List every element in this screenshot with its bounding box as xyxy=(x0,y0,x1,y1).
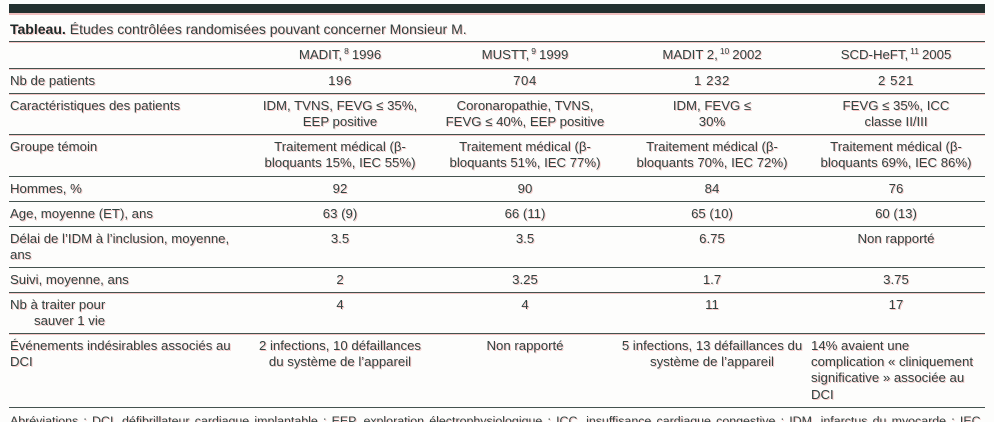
cell: 4 xyxy=(247,292,433,335)
row-label: Nb de patients xyxy=(9,68,247,95)
cell: Traitement médical (β-bloquants 69%, IEC… xyxy=(807,134,985,177)
row-label: Groupe témoin xyxy=(9,134,247,177)
cell-text: Coronaropathie, TVNS, FEVG ≤ 40%, EEP po… xyxy=(445,98,605,130)
cell: Traitement médical (β-bloquants 15%, IEC… xyxy=(247,134,433,177)
table-title-text: Études contrôlées randomisées pouvant co… xyxy=(69,21,467,37)
studies-table: MADIT, 8 1996 MUSTT, 9 1999 MADIT 2, 10 2002 S… xyxy=(9,42,985,408)
table-row-caracteristiques: Caractéristiques des patients IDM, TVNS,… xyxy=(9,93,985,136)
cell: 704 xyxy=(433,68,617,95)
table-row-groupe-temoin: Groupe témoin Traitement médical (β-bloq… xyxy=(9,134,985,177)
cell-text: Traitement médical (β-bloquants 15%, IEC… xyxy=(264,139,416,171)
table-row-nb-patients: Nb de patients 196 704 1 232 2 521 xyxy=(9,68,985,95)
cell: 3.75 xyxy=(807,267,985,294)
cell: 1.7 xyxy=(617,267,807,294)
cell: 2 xyxy=(247,267,433,294)
cell: 3.5 xyxy=(433,226,617,268)
cell: Traitement médical (β-bloquants 51%, IEC… xyxy=(433,134,617,177)
table-row-delai-idm: Délai de l’IDM à l’inclusion, moyenne, a… xyxy=(9,226,985,268)
column-header-mustt: MUSTT, 9 1999 xyxy=(433,42,617,70)
cell-text: IDM, TVNS, FEVG ≤ 35%, EEP positive xyxy=(262,98,418,130)
cell: 196 xyxy=(247,68,433,95)
study-name: SCD-HeFT, xyxy=(840,47,909,62)
cell: FEVG ≤ 35%, ICC classe II/III xyxy=(807,93,985,136)
cell: 84 xyxy=(617,176,807,202)
cell: 11 xyxy=(617,292,807,335)
top-rule xyxy=(9,4,985,13)
cell: IDM, FEVG ≤ 30% xyxy=(617,93,807,136)
cell: 92 xyxy=(247,176,433,202)
cell: 2 infections, 10 défaillances du système… xyxy=(247,333,433,408)
study-name: MUSTT, xyxy=(481,47,530,62)
abbreviations-note: Abréviations : DCI, défibrillateur cardi… xyxy=(9,408,985,422)
cell-text: FEVG ≤ 35%, ICC classe II/III xyxy=(842,98,950,130)
cell: 1 232 xyxy=(617,68,807,95)
table-title: Tableau. Études contrôlées randomisées po… xyxy=(9,13,985,42)
column-header-scdheft: SCD-HeFT, 11 2005 xyxy=(807,42,985,70)
cell: 3.25 xyxy=(433,267,617,294)
cell: 2 521 xyxy=(807,68,985,95)
cell: 63 (9) xyxy=(247,201,433,227)
study-year: 2002 xyxy=(732,47,762,62)
row-label: Délai de l’IDM à l’inclusion, moyenne, a… xyxy=(9,226,247,268)
cell-text: Traitement médical (β-bloquants 51%, IEC… xyxy=(449,139,601,171)
row-label: Age, moyenne (ET), ans xyxy=(9,201,247,227)
cell-text: 14% avaient une complication « cliniquem… xyxy=(811,338,973,402)
study-name: MADIT, xyxy=(298,47,343,62)
cell: 4 xyxy=(433,292,617,335)
reference-number: 8 xyxy=(344,45,349,56)
table-row-suivi: Suivi, moyenne, ans 2 3.25 1.7 3.75 xyxy=(9,267,985,294)
cell: 3.5 xyxy=(247,226,433,268)
study-year: 1996 xyxy=(351,47,382,62)
reference-number: 11 xyxy=(910,45,919,56)
table-title-label: Tableau. xyxy=(10,21,66,37)
cell: 5 infections, 13 défaillances du système… xyxy=(617,333,807,408)
header-spacer xyxy=(9,42,247,70)
study-name: MADIT 2, xyxy=(662,47,718,62)
table-row-nb-a-traiter: Nb à traiter pour sauver 1 vie 4 4 11 17 xyxy=(9,292,985,335)
cell-text: Traitement médical (β-bloquants 70%, IEC… xyxy=(636,139,788,171)
study-year: 1999 xyxy=(539,47,569,62)
reference-number: 9 xyxy=(531,45,536,56)
reference-number: 10 xyxy=(719,45,730,56)
row-label: Suivi, moyenne, ans xyxy=(9,267,247,294)
row-label-line2: sauver 1 vie xyxy=(34,313,106,329)
document-page: Tableau. Études contrôlées randomisées po… xyxy=(0,4,994,422)
cell: 14% avaient une complication « cliniquem… xyxy=(807,333,985,408)
row-label-line1: Nb à traiter pour xyxy=(10,297,106,313)
cell: Non rapporté xyxy=(807,226,985,268)
study-year: 2005 xyxy=(921,47,952,62)
cell: 60 (13) xyxy=(807,201,985,227)
column-header-madit2: MADIT 2, 10 2002 xyxy=(617,42,807,70)
row-label: Hommes, % xyxy=(9,176,247,202)
table-row-evenements-indesirables: Événements indésirables associés au DCI … xyxy=(9,333,985,408)
cell: Non rapporté xyxy=(433,333,617,408)
cell: 76 xyxy=(807,176,985,202)
cell: 66 (11) xyxy=(433,201,617,227)
cell-text: Traitement médical (β-bloquants 69%, IEC… xyxy=(820,139,972,171)
cell: IDM, TVNS, FEVG ≤ 35%, EEP positive xyxy=(247,93,433,136)
table-row-age: Age, moyenne (ET), ans 63 (9) 66 (11) 65… xyxy=(9,201,985,227)
row-label: Événements indésirables associés au DCI xyxy=(9,333,247,408)
cell-text: IDM, FEVG ≤ 30% xyxy=(672,98,752,130)
row-label: Nb à traiter pour sauver 1 vie xyxy=(9,292,247,335)
cell-text: 2 infections, 10 défaillances du système… xyxy=(258,338,422,370)
cell: 17 xyxy=(807,292,985,335)
cell-text: 5 infections, 13 défaillances du système… xyxy=(621,338,803,370)
table-row-hommes: Hommes, % 92 90 84 76 xyxy=(9,176,985,202)
table-header-row: MADIT, 8 1996 MUSTT, 9 1999 MADIT 2, 10 2002 S… xyxy=(9,42,985,70)
row-label: Caractéristiques des patients xyxy=(9,93,247,136)
cell: 6.75 xyxy=(617,226,807,268)
cell: Traitement médical (β-bloquants 70%, IEC… xyxy=(617,134,807,177)
cell: Coronaropathie, TVNS, FEVG ≤ 40%, EEP po… xyxy=(433,93,617,136)
cell: 65 (10) xyxy=(617,201,807,227)
column-header-madit: MADIT, 8 1996 xyxy=(247,42,433,70)
cell: 90 xyxy=(433,176,617,202)
